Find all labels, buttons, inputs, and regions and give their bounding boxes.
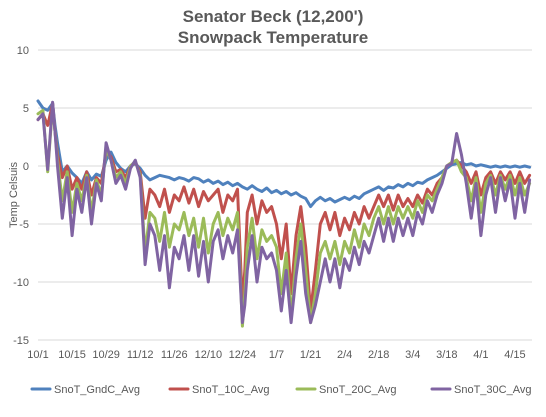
chart-subtitle: Snowpack Temperature	[178, 28, 369, 47]
legend-label-snot-gndc-avg: SnoT_GndC_Avg	[54, 384, 140, 396]
x-tick-label: 4/1	[473, 349, 488, 361]
chart-title: Senator Beck (12,200')	[183, 7, 364, 26]
y-axis-label: Temp Celsuis	[8, 161, 20, 228]
y-tick-label: 5	[23, 103, 29, 115]
x-tick-label: 11/12	[127, 349, 154, 361]
x-tick-label: 11/26	[161, 349, 188, 361]
x-tick-label: 10/1	[27, 349, 48, 361]
x-tick-label: 3/4	[405, 349, 420, 361]
x-tick-label: 1/7	[269, 349, 284, 361]
series-line-snot-gndc-avg	[36, 99, 532, 209]
x-axis-ticks: 10/1 10/15 10/29 11/12 11/26 12/10 12/24 1/7 1/2…	[27, 349, 525, 361]
x-tick-label: 4/15	[504, 349, 525, 361]
legend-label-snot-30c-avg: SnoT_30C_Avg	[454, 384, 531, 396]
y-axis-ticks: 10 5 0 -5 -10 -15	[13, 45, 29, 347]
x-tick-label: 12/24	[229, 349, 257, 361]
x-tick-label: 10/29	[92, 349, 120, 361]
y-tick-label: -15	[13, 335, 29, 347]
legend-label-snot-20c-avg: SnoT_20C_Avg	[319, 384, 396, 396]
x-tick-label: 2/18	[368, 349, 389, 361]
x-tick-label: 2/4	[337, 349, 352, 361]
x-tick-label: 12/10	[195, 349, 223, 361]
series-lines	[36, 99, 532, 328]
grid-lines	[38, 49, 532, 341]
y-tick-label: -5	[19, 219, 29, 231]
y-tick-label: 0	[23, 161, 29, 173]
x-tick-label: 1/21	[300, 349, 321, 361]
series-line-snot-30c-avg	[36, 100, 532, 325]
x-tick-label: 3/18	[436, 349, 457, 361]
y-tick-label: 10	[17, 45, 29, 57]
legend-label-snot-10c-avg: SnoT_10C_Avg	[192, 384, 269, 396]
x-tick-label: 10/15	[58, 349, 86, 361]
legend: SnoT_GndC_Avg SnoT_10C_Avg SnoT_20C_Avg Sno…	[30, 384, 531, 396]
y-tick-label: -10	[13, 277, 29, 289]
